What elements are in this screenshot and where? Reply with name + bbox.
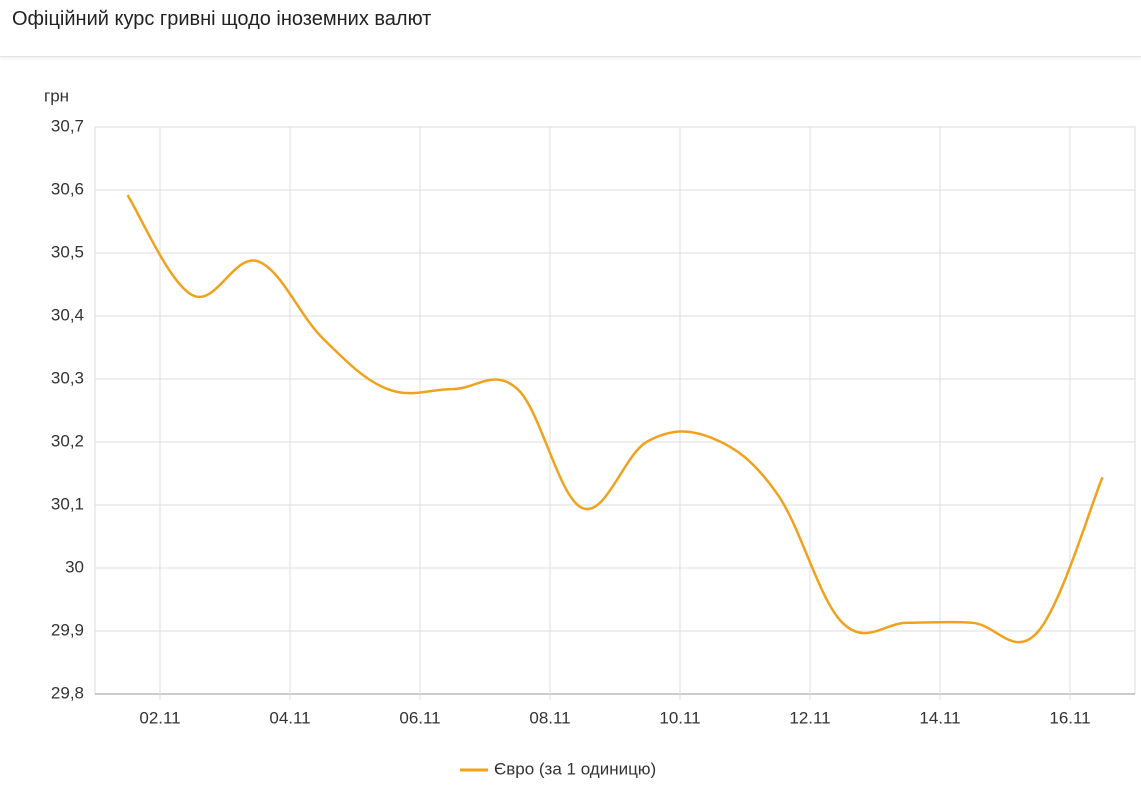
x-tick-label: 08.11 <box>529 708 570 727</box>
y-tick-label: 29,8 <box>51 683 84 702</box>
x-tick-label: 12.11 <box>789 708 830 727</box>
y-tick-label: 30,1 <box>51 494 84 513</box>
y-tick-label: 30,2 <box>51 431 84 450</box>
legend-label: Євро (за 1 одиницю) <box>494 759 656 778</box>
x-tick-label: 16.11 <box>1049 708 1090 727</box>
y-tick-label: 30,5 <box>51 242 84 261</box>
y-axis-label: грн <box>44 86 69 105</box>
y-tick-label: 30,3 <box>51 368 84 387</box>
y-tick-label: 30,4 <box>51 305 84 324</box>
x-tick-label: 10.11 <box>659 708 700 727</box>
y-tick-label: 30,6 <box>51 179 84 198</box>
y-tick-label: 29,9 <box>51 620 84 639</box>
header: Офіційний курс гривні щодо іноземних вал… <box>0 0 1141 57</box>
y-tick-label: 30 <box>65 557 84 576</box>
x-tick-label: 04.11 <box>269 708 310 727</box>
chart: грн 29,8 29,9 30 30,1 30,2 30,3 30,4 30,5 30,6 30… <box>44 86 1136 778</box>
y-tick-label: 30,7 <box>51 116 84 135</box>
x-tick-label: 02.11 <box>139 708 180 727</box>
series-line <box>126 194 1104 644</box>
x-tick-label: 14.11 <box>919 708 960 727</box>
x-tick-label: 06.11 <box>399 708 440 727</box>
page-title: Офіційний курс гривні щодо іноземних вал… <box>12 8 432 30</box>
